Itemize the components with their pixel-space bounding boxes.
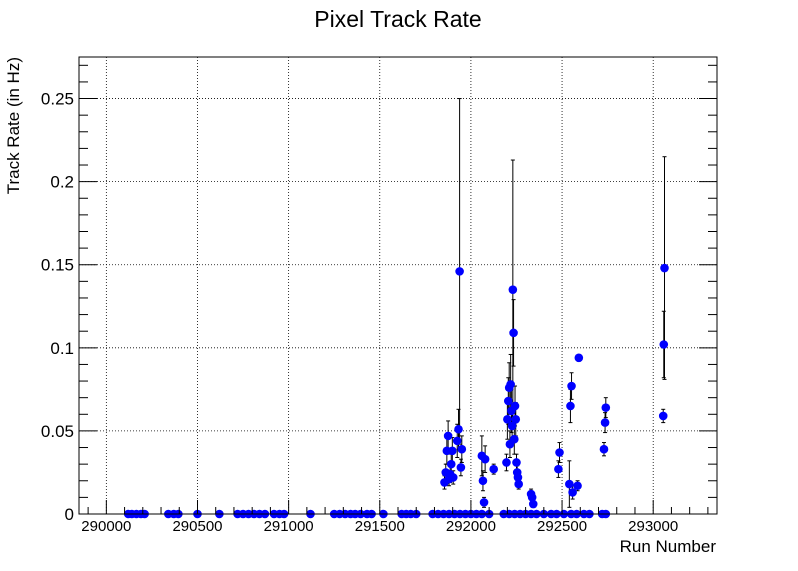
data-point	[574, 353, 584, 363]
data-point	[443, 431, 453, 441]
data-point	[452, 436, 462, 446]
data-point	[658, 411, 668, 421]
x-tick-label: 292500	[537, 518, 587, 535]
data-point	[555, 448, 564, 457]
data-point	[456, 463, 466, 472]
data-point	[659, 340, 669, 349]
data-point	[489, 464, 499, 474]
x-tick-label: 293000	[628, 518, 678, 535]
grid	[79, 57, 717, 514]
data-point	[503, 396, 513, 406]
data-point	[528, 499, 538, 509]
x-tick-labels: 290000 290500 291000 291500 292000 292500 2930…	[81, 518, 678, 535]
y-tick-label: 0.05	[41, 422, 74, 441]
data-point	[599, 444, 609, 454]
data-point	[554, 464, 563, 474]
data-point	[600, 418, 610, 427]
data-point	[512, 458, 521, 467]
y-axis-label: Track Rate (in Hz)	[4, 57, 23, 194]
chart-title: Pixel Track Rate	[314, 6, 481, 32]
data-point	[565, 479, 574, 489]
data-point	[514, 479, 523, 489]
data-point	[502, 458, 511, 467]
y-tick-label: 0.1	[50, 339, 74, 358]
y-tick-label: 0	[65, 505, 74, 524]
x-tick-label: 290000	[81, 518, 131, 535]
y-tick-label: 0.15	[41, 256, 74, 275]
data-point	[503, 414, 512, 424]
data-point	[573, 481, 582, 491]
data-point	[527, 493, 537, 502]
x-tick-label: 292000	[446, 518, 496, 535]
data-point	[448, 446, 457, 456]
data-point	[455, 267, 464, 276]
data-point	[601, 403, 611, 412]
data-point	[567, 381, 576, 391]
data-point	[510, 401, 520, 411]
data-point	[457, 444, 467, 454]
data-point	[509, 328, 518, 338]
y-tick-label: 0.2	[50, 173, 74, 192]
data-point	[479, 498, 489, 507]
x-tick-label: 291500	[355, 518, 405, 535]
data-point	[509, 434, 519, 444]
data-point	[513, 473, 523, 482]
data-point	[448, 473, 458, 482]
data-point	[507, 421, 517, 431]
data-point	[446, 459, 456, 469]
data-point	[508, 285, 518, 294]
x-tick-label: 291000	[264, 518, 314, 535]
data-point	[511, 414, 521, 424]
y-tick-labels: 0 0.05 0.1 0.15 0.2 0.25	[41, 90, 74, 524]
x-axis-label: Run Number	[620, 537, 717, 556]
data-point	[480, 454, 490, 464]
data-point	[454, 424, 463, 434]
x-tick-label: 290500	[172, 518, 222, 535]
y-tick-label: 0.25	[41, 90, 74, 109]
axis-ticks	[79, 64, 717, 515]
data-point	[566, 401, 575, 411]
data-point	[568, 488, 577, 497]
data-point	[506, 380, 515, 389]
data-point	[478, 476, 488, 486]
data-point	[660, 263, 669, 273]
